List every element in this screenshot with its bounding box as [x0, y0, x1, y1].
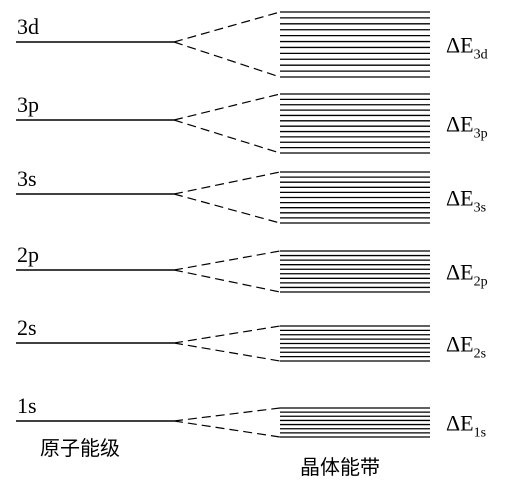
split-line-upper: [173, 250, 281, 271]
delta-e-subscript: 1s: [474, 426, 486, 441]
atomic-level-label: 3d: [17, 14, 39, 39]
delta-e-subscript: 3p: [474, 127, 488, 142]
band-width-label: ΔE3p: [446, 112, 488, 142]
delta-e-symbol: ΔE: [446, 33, 474, 58]
delta-e-symbol: ΔE: [446, 112, 474, 137]
atomic-level-label: 3s: [17, 166, 37, 191]
delta-e-subscript: 3d: [474, 48, 488, 63]
split-line-lower: [173, 420, 281, 438]
band-width-label: ΔE1s: [446, 411, 486, 441]
split-line-lower: [173, 193, 281, 224]
atomic-level-label: 2p: [17, 242, 39, 267]
split-line-lower: [173, 342, 281, 362]
split-line-lower: [173, 119, 281, 154]
delta-e-symbol: ΔE: [446, 186, 474, 211]
band-width-label: ΔE2p: [446, 260, 488, 290]
atomic-level-label: 3p: [17, 92, 39, 117]
band-width-label: ΔE2s: [446, 332, 486, 362]
atomic-level-label: 2s: [17, 315, 37, 340]
delta-e-symbol: ΔE: [446, 260, 474, 285]
delta-e-subscript: 3s: [474, 201, 486, 216]
delta-e-subscript: 2p: [474, 275, 488, 290]
split-line-upper: [173, 407, 281, 422]
split-line-lower: [173, 269, 281, 293]
delta-e-symbol: ΔE: [446, 332, 474, 357]
split-line-upper: [173, 93, 281, 121]
delta-e-subscript: 2s: [474, 347, 486, 362]
atomic-levels-caption: 原子能级: [40, 436, 120, 460]
atomic-level-label: 1s: [17, 393, 37, 418]
split-line-lower: [173, 41, 281, 78]
crystal-bands-caption: 晶体能带: [300, 455, 380, 479]
split-line-upper: [173, 325, 281, 344]
delta-e-symbol: ΔE: [446, 411, 474, 436]
split-line-upper: [173, 11, 281, 43]
band-width-label: ΔE3d: [446, 33, 488, 63]
band-width-label: ΔE3s: [446, 186, 486, 216]
split-line-upper: [173, 171, 281, 195]
